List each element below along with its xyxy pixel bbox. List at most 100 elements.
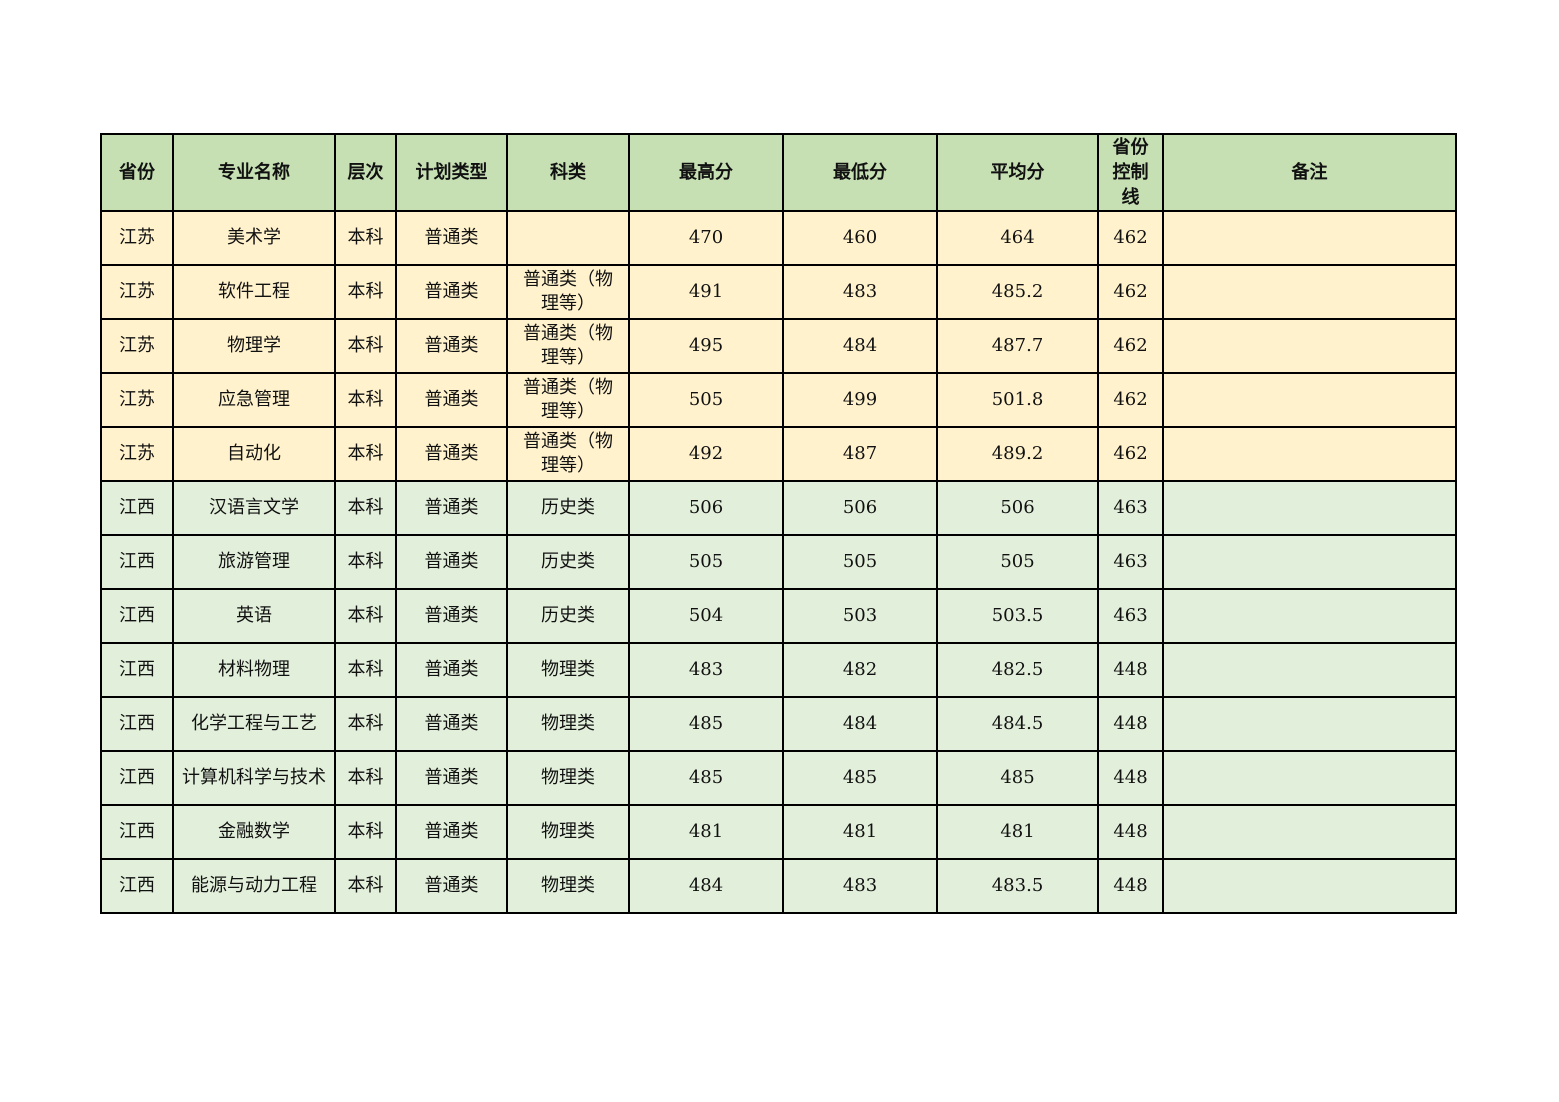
- cell-remarks: [1162, 696, 1457, 752]
- table-row: 江西 材料物理 本科 普通类 物理类 483 482 482.5 448: [100, 642, 1457, 698]
- cell-major: 应急管理: [172, 372, 336, 428]
- cell-level: 本科: [334, 318, 397, 374]
- cell-level: 本科: [334, 750, 397, 806]
- cell-level: 本科: [334, 804, 397, 860]
- header-province: 省份: [100, 133, 174, 212]
- table-row: 江苏 自动化 本科 普通类 普通类（物理等） 492 487 489.2 462: [100, 426, 1457, 482]
- cell-max-score: 485: [628, 696, 784, 752]
- cell-level: 本科: [334, 210, 397, 266]
- cell-control-line: 463: [1097, 534, 1164, 590]
- cell-max-score: 505: [628, 372, 784, 428]
- table-row: 江苏 应急管理 本科 普通类 普通类（物理等） 505 499 501.8 462: [100, 372, 1457, 428]
- header-control-line: 省份控制线: [1097, 133, 1164, 212]
- cell-plan-type: 普通类: [395, 858, 508, 914]
- cell-subject-category: 普通类（物理等）: [506, 318, 630, 374]
- cell-max-score: 470: [628, 210, 784, 266]
- cell-plan-type: 普通类: [395, 588, 508, 644]
- cell-plan-type: 普通类: [395, 750, 508, 806]
- cell-max-score: 485: [628, 750, 784, 806]
- cell-min-score: 483: [782, 264, 938, 320]
- cell-min-score: 505: [782, 534, 938, 590]
- cell-max-score: 484: [628, 858, 784, 914]
- cell-subject-category: 普通类（物理等）: [506, 426, 630, 482]
- cell-max-score: 505: [628, 534, 784, 590]
- cell-control-line: 448: [1097, 858, 1164, 914]
- cell-plan-type: 普通类: [395, 426, 508, 482]
- cell-control-line: 448: [1097, 642, 1164, 698]
- cell-control-line: 448: [1097, 750, 1164, 806]
- table-row: 江西 化学工程与工艺 本科 普通类 物理类 485 484 484.5 448: [100, 696, 1457, 752]
- cell-avg-score: 506: [936, 480, 1099, 536]
- cell-level: 本科: [334, 264, 397, 320]
- cell-max-score: 483: [628, 642, 784, 698]
- cell-major: 化学工程与工艺: [172, 696, 336, 752]
- cell-remarks: [1162, 372, 1457, 428]
- header-major: 专业名称: [172, 133, 336, 212]
- cell-max-score: 506: [628, 480, 784, 536]
- cell-min-score: 460: [782, 210, 938, 266]
- cell-plan-type: 普通类: [395, 534, 508, 590]
- cell-avg-score: 483.5: [936, 858, 1099, 914]
- cell-province: 江西: [100, 750, 174, 806]
- cell-plan-type: 普通类: [395, 372, 508, 428]
- header-plan-type: 计划类型: [395, 133, 508, 212]
- cell-level: 本科: [334, 642, 397, 698]
- cell-province: 江西: [100, 480, 174, 536]
- cell-min-score: 487: [782, 426, 938, 482]
- cell-major: 材料物理: [172, 642, 336, 698]
- cell-avg-score: 482.5: [936, 642, 1099, 698]
- cell-avg-score: 505: [936, 534, 1099, 590]
- cell-remarks: [1162, 642, 1457, 698]
- cell-major: 物理学: [172, 318, 336, 374]
- cell-level: 本科: [334, 858, 397, 914]
- cell-plan-type: 普通类: [395, 696, 508, 752]
- cell-province: 江西: [100, 642, 174, 698]
- cell-remarks: [1162, 480, 1457, 536]
- cell-avg-score: 487.7: [936, 318, 1099, 374]
- cell-subject-category: [506, 210, 630, 266]
- cell-min-score: 483: [782, 858, 938, 914]
- cell-subject-category: 物理类: [506, 696, 630, 752]
- cell-level: 本科: [334, 696, 397, 752]
- header-max-score: 最高分: [628, 133, 784, 212]
- cell-min-score: 481: [782, 804, 938, 860]
- cell-major: 英语: [172, 588, 336, 644]
- table-row: 江苏 美术学 本科 普通类 470 460 464 462: [100, 210, 1457, 266]
- cell-plan-type: 普通类: [395, 264, 508, 320]
- table-row: 江西 金融数学 本科 普通类 物理类 481 481 481 448: [100, 804, 1457, 860]
- cell-remarks: [1162, 534, 1457, 590]
- cell-province: 江西: [100, 696, 174, 752]
- cell-avg-score: 503.5: [936, 588, 1099, 644]
- cell-subject-category: 物理类: [506, 858, 630, 914]
- cell-control-line: 463: [1097, 588, 1164, 644]
- cell-subject-category: 物理类: [506, 804, 630, 860]
- header-level: 层次: [334, 133, 397, 212]
- table-row: 江苏 物理学 本科 普通类 普通类（物理等） 495 484 487.7 462: [100, 318, 1457, 374]
- cell-province: 江苏: [100, 372, 174, 428]
- cell-min-score: 503: [782, 588, 938, 644]
- cell-major: 美术学: [172, 210, 336, 266]
- cell-major: 自动化: [172, 426, 336, 482]
- cell-control-line: 462: [1097, 318, 1164, 374]
- cell-control-line: 448: [1097, 804, 1164, 860]
- cell-plan-type: 普通类: [395, 480, 508, 536]
- cell-major: 能源与动力工程: [172, 858, 336, 914]
- cell-major: 软件工程: [172, 264, 336, 320]
- cell-min-score: 484: [782, 696, 938, 752]
- cell-province: 江苏: [100, 426, 174, 482]
- cell-subject-category: 历史类: [506, 480, 630, 536]
- cell-remarks: [1162, 426, 1457, 482]
- cell-remarks: [1162, 804, 1457, 860]
- cell-control-line: 463: [1097, 480, 1164, 536]
- cell-plan-type: 普通类: [395, 642, 508, 698]
- cell-major: 汉语言文学: [172, 480, 336, 536]
- cell-control-line: 462: [1097, 426, 1164, 482]
- cell-level: 本科: [334, 426, 397, 482]
- cell-province: 江西: [100, 858, 174, 914]
- cell-avg-score: 501.8: [936, 372, 1099, 428]
- table-row: 江西 汉语言文学 本科 普通类 历史类 506 506 506 463: [100, 480, 1457, 536]
- cell-level: 本科: [334, 480, 397, 536]
- cell-province: 江西: [100, 534, 174, 590]
- cell-plan-type: 普通类: [395, 804, 508, 860]
- cell-major: 旅游管理: [172, 534, 336, 590]
